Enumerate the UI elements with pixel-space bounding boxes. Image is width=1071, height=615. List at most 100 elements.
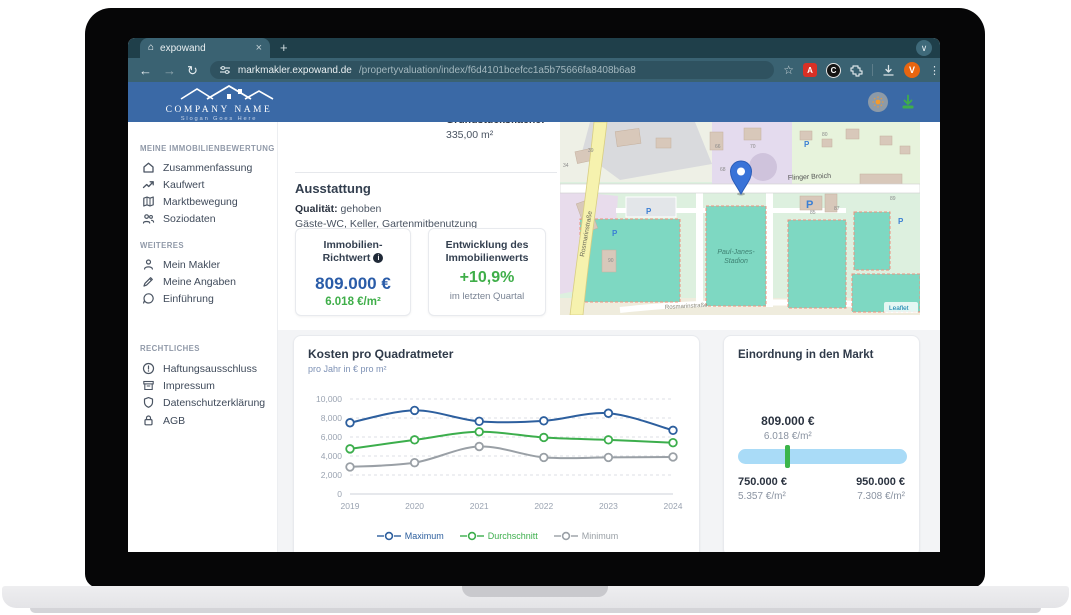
bookmark-star-icon[interactable]: ☆ [783,63,795,77]
svg-text:34: 34 [563,163,569,169]
svg-text:2023: 2023 [599,501,618,511]
parking-icon: P [804,140,810,149]
sidebar-item-marktbewegung[interactable]: Marktbewegung [142,195,238,208]
pen-icon [143,277,153,287]
svg-text:68: 68 [720,167,726,173]
svg-text:2020: 2020 [405,501,424,511]
area-value: 335,00 m² [446,129,494,141]
svg-text:2019: 2019 [341,501,360,511]
back-button[interactable]: ← [139,62,152,78]
browser-tab[interactable]: ⌂ expowand × [140,38,270,58]
new-tab-button[interactable]: + [280,40,288,55]
sidebar-section-title: WEITERES [140,241,184,250]
trend-up-icon [142,181,154,189]
sidebar-item-datenschutz[interactable]: Datenschutzerklärung [142,396,265,409]
url-path: /propertyvaluation/index/f6d4101bcefcc1a… [358,64,636,76]
svg-text:89: 89 [890,196,896,202]
parking-icon: P [898,217,904,226]
pdf-extension-icon[interactable]: A [803,63,818,77]
browser-tabstrip: ⌂ expowand × + ∨ [128,38,940,58]
theme-sun-button[interactable] [868,92,888,112]
app-header: COMPANY NAME Slogan Goes Here [128,82,940,122]
tab-close-icon[interactable]: × [255,41,262,54]
parking-icon: P [612,229,618,238]
users-icon [142,214,155,224]
laptop-screen: ⌂ expowand × + ∨ ← → ↻ markmakler.expowa… [85,8,985,588]
profile-avatar[interactable]: V [904,62,920,78]
laptop-notch [462,586,608,597]
extensions-puzzle-icon[interactable] [850,64,863,77]
svg-text:87: 87 [834,206,840,212]
chart-card: Kosten pro Quadratmeter pro Jahr in € pr… [293,335,700,552]
market-card: Einordnung in den Markt 809.000 € 6.018 … [723,335,920,552]
street-label-flinger-broich: Flinger Broich [788,173,832,182]
svg-text:90: 90 [608,258,614,264]
sidebar-item-kaufwert[interactable]: Kaufwert [142,178,204,191]
home-icon [143,162,154,173]
browser-menu-icon[interactable]: ⋮ [929,64,940,77]
sidebar-item-zusammenfassung[interactable]: Zusammenfassung [142,161,252,174]
sidebar: MEINE IMMOBILIENBEWERTUNG Zusammenfassun… [128,122,278,552]
company-logo[interactable]: COMPANY NAME Slogan Goes Here [144,84,294,122]
archive-icon [143,380,154,391]
summary-section: Grundstücksfläche: 335,00 m² Ausstattung… [278,122,940,330]
company-slogan: Slogan Goes Here [180,116,258,122]
tab-search-chevron-icon[interactable]: ∨ [916,40,932,56]
dark-extension-icon[interactable]: C [826,62,842,78]
svg-text:2021: 2021 [470,501,489,511]
laptop-base [2,586,1069,608]
area-label: Grundstücksfläche: [446,122,545,126]
info-icon[interactable]: i [373,253,384,264]
svg-text:8,000: 8,000 [321,413,343,423]
richtwert-title: Immobilien- Richtwert i [322,239,384,264]
chart-legend: Maximum Durchschnitt Minimum [294,531,701,541]
svg-text:66: 66 [715,144,721,150]
sidebar-item-soziodaten[interactable]: Soziodaten [142,212,216,225]
download-icon [902,94,914,109]
legend-item-minimum[interactable]: Minimum [553,531,618,541]
parking-icon: P [646,207,652,216]
download-report-button[interactable] [898,92,918,112]
map-marker-pin[interactable] [729,160,753,196]
legend-item-durchschnitt[interactable]: Durchschnitt [459,531,538,541]
roofline-icon [180,84,274,100]
svg-text:2022: 2022 [534,501,553,511]
alert-circle-icon [142,362,155,375]
richtwert-per-sqm: 6.018 €/m² [325,296,381,308]
street-label-rosmarinstrasse-bottom: Rosmarinstraße [665,303,709,311]
company-name: COMPANY NAME [165,105,273,115]
site-info-icon[interactable] [219,65,231,75]
toolbar-separator [872,64,873,76]
sidebar-item-haftungsausschluss[interactable]: Haftungsausschluss [142,362,257,375]
location-map[interactable]: Flinger Broich Rosmarinstraße Rosmarinst… [560,122,920,315]
url-host: markmakler.expowand.de [237,64,352,76]
browser-toolbar: ← → ↻ markmakler.expowand.de/propertyval… [128,58,940,82]
downloads-icon[interactable] [882,64,895,77]
url-bar[interactable]: markmakler.expowand.de/propertyvaluation… [209,61,775,79]
entwicklung-card: Entwicklung des Immobilienwerts +10,9% i… [428,228,546,316]
leaflet-attribution[interactable]: Leaflet [889,305,909,312]
line-chart: 0 2,000 4,000 6,000 8,000 10,000 2019 2020 2021 2… [316,394,683,511]
property-area-fact: Grundstücksfläche: 335,00 m² [446,122,564,143]
market-min: 750.000 € 5.357 €/m² [738,476,787,502]
sidebar-section-title: MEINE IMMOBILIENBEWERTUNG [140,144,275,153]
forward-button[interactable]: → [163,62,176,78]
lock-icon [144,415,153,426]
legend-marker-icon [553,531,578,541]
svg-text:2,000: 2,000 [321,470,343,480]
tab-favicon-home-icon: ⌂ [148,42,155,53]
entwicklung-title: Entwicklung des Immobilienwerts [445,239,529,264]
sidebar-item-agb[interactable]: AGB [142,414,185,427]
sidebar-item-mein-makler[interactable]: Mein Makler [142,258,220,271]
sun-icon [872,96,884,108]
sidebar-item-meine-angaben[interactable]: Meine Angaben [142,275,236,288]
quality-line: Qualität: gehoben [295,203,382,215]
section-divider [295,172,557,173]
reload-button[interactable]: ↻ [187,62,198,78]
legend-item-maximum[interactable]: Maximum [376,531,444,541]
market-current-value: 809.000 € 6.018 €/m² [761,414,815,442]
sidebar-item-einfuehrung[interactable]: Einführung [142,292,214,305]
sidebar-item-impressum[interactable]: Impressum [142,379,215,392]
parking-icon: P [806,199,813,211]
market-position-marker [785,445,791,468]
